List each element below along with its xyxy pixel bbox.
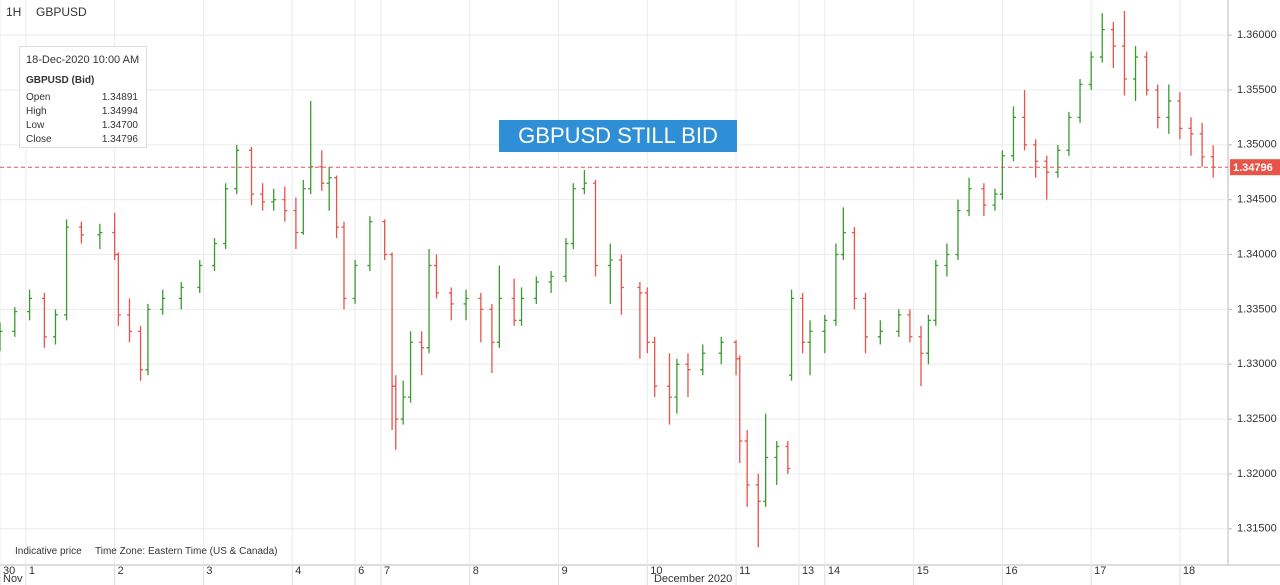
x-period-label: Nov [3,573,23,585]
x-tick-label: 9 [562,565,568,577]
footer-timezone: Time Zone: Eastern Time (US & Canada) [95,546,278,557]
tooltip-row: Open 1.34891 [26,92,138,105]
x-tick-label: 30 [3,565,15,577]
x-tick-label: 7 [384,565,390,577]
x-period-label: December 2020 [654,573,732,585]
current-price-box [1230,159,1280,176]
x-tick-label: 6 [358,565,364,577]
x-tick-label: 10 [650,565,662,577]
interval[interactable]: 1H [6,5,22,19]
x-tick-label: 1 [29,565,35,577]
row-value: 1.34700 [101,120,138,131]
y-tick-label: 1.35500 [1237,84,1277,96]
y-tick-label: 1.35000 [1237,139,1277,151]
y-tick-label: 1.34500 [1237,194,1277,206]
y-tick-label: 1.34000 [1237,248,1277,260]
x-tick-label: 14 [828,565,840,577]
row-label: Close [26,134,52,145]
current-price-label: 1.34796 [1233,162,1273,174]
x-tick-label: 18 [1183,565,1195,577]
tooltip-date: 18-Dec-2020 10:00 AM [26,54,140,66]
row-label: Open [26,92,51,103]
tooltip-symbol: GBPUSD (Bid) [26,75,95,86]
row-label: High [26,106,47,117]
x-tick-label: 8 [473,565,479,577]
x-tick-label: 15 [917,565,929,577]
tooltip-row: High 1.34994 [26,106,138,119]
row-value: 1.34891 [101,92,138,103]
y-tick-label: 1.31500 [1237,523,1277,535]
x-tick-label: 3 [206,565,212,577]
annotation: GBPUSD STILL BID [499,120,737,152]
y-tick-label: 1.32000 [1237,468,1277,480]
x-tick-label: 2 [118,565,124,577]
y-tick-label: 1.33500 [1237,303,1277,315]
y-tick-label: 1.32500 [1237,413,1277,425]
footer-note: Indicative price [15,546,82,557]
y-tick-label: 1.33000 [1237,358,1277,370]
row-label: Low [26,120,45,131]
row-value: 1.34796 [101,134,138,145]
y-tick-label: 1.36000 [1237,29,1277,41]
x-tick-label: 4 [295,565,301,577]
tooltip-row: Low 1.34700 [26,120,138,133]
x-tick-label: 17 [1094,565,1106,577]
row-value: 1.34994 [101,106,138,117]
tooltip: 18-Dec-2020 10:00 AM GBPUSD (Bid) Open 1.… [19,46,147,148]
x-tick-label: 11 [739,565,750,577]
x-tick-label: 16 [1005,565,1017,577]
symbol[interactable]: GBPUSD [36,5,87,19]
x-tick-label: 13 [802,565,814,577]
tooltip-row: Close 1.34796 [26,134,138,147]
